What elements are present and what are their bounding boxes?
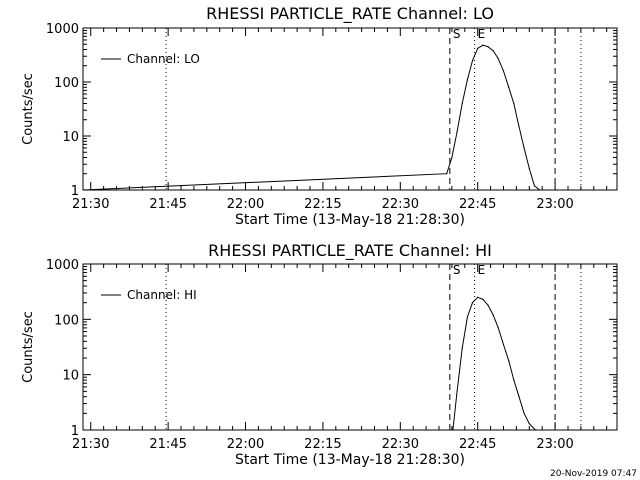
- series-point: [487, 304, 489, 306]
- series-point: [487, 46, 489, 48]
- y-tick-label: 1: [71, 184, 79, 199]
- series-point: [471, 59, 474, 62]
- series-point: [466, 79, 468, 81]
- marker-label-e: E: [478, 263, 486, 277]
- series-point: [451, 156, 453, 159]
- series-point: [456, 390, 458, 392]
- series-point: [497, 327, 499, 329]
- footer-timestamp: 20-Nov-2019 07:47: [550, 469, 637, 479]
- series-point: [513, 102, 515, 105]
- series-point: [497, 58, 499, 60]
- panel-hi: RHESSI PARTICLE_RATE Channel: HI 1 10 100 10…: [21, 241, 618, 468]
- series-point: [492, 50, 494, 52]
- y-tick-label: 10: [62, 369, 79, 384]
- series-point: [466, 316, 468, 318]
- series-point: [477, 47, 479, 49]
- plot-frame: [82, 27, 618, 191]
- series-point: [546, 189, 548, 191]
- series-point: [518, 396, 520, 398]
- series-point: [482, 298, 484, 300]
- y-axis-label: Counts/sec: [21, 311, 36, 383]
- legend-label: Channel: LO: [127, 52, 200, 66]
- chart-title: RHESSI PARTICLE_RATE Channel: HI: [208, 241, 492, 261]
- y-tick-label: 1000: [46, 22, 79, 37]
- marker-label-s: S: [453, 263, 461, 277]
- x-tick-label: 22:45: [459, 197, 496, 212]
- series-point: [477, 296, 479, 298]
- marker-label-e: E: [478, 27, 486, 41]
- series-point: [502, 70, 505, 72]
- x-tick-label: 23:00: [536, 197, 573, 212]
- x-tick-label: 21:45: [149, 437, 186, 452]
- series-point: [508, 359, 510, 362]
- series-point: [523, 147, 525, 149]
- plot-frame: [82, 263, 618, 431]
- x-tick-label: 23:00: [536, 437, 573, 452]
- x-tick-label: 21:30: [72, 437, 109, 452]
- x-tick-label: 22:00: [227, 437, 264, 452]
- y-tick-label: 100: [54, 313, 79, 328]
- x-tick-label: 22:15: [304, 437, 341, 452]
- x-tick-label: 22:15: [304, 197, 341, 212]
- series-point: [508, 86, 510, 88]
- x-tick-label: 21:45: [149, 197, 186, 212]
- series-line: [452, 296, 536, 431]
- series-point: [539, 189, 541, 191]
- series-point: [456, 131, 458, 133]
- y-tick-label: 10: [62, 130, 79, 145]
- series-point: [528, 423, 530, 425]
- series-point: [461, 347, 463, 349]
- x-tick-label: 22:30: [382, 437, 419, 452]
- series-point: [534, 429, 537, 431]
- y-tick-label: 1: [71, 424, 79, 439]
- x-axis-label: Start Time (13-May-18 21:28:30): [235, 212, 465, 228]
- series-point: [446, 173, 448, 175]
- series-point: [523, 412, 525, 414]
- series-point: [471, 302, 474, 304]
- series-point: [482, 44, 484, 46]
- marker-label-s: S: [453, 27, 461, 41]
- y-tick-label: 1000: [46, 258, 79, 273]
- series-point: [528, 167, 530, 170]
- x-tick-label: 22:00: [227, 197, 264, 212]
- series-point: [513, 379, 515, 381]
- series-point: [492, 314, 494, 316]
- x-tick-label: 22:30: [382, 197, 419, 212]
- y-tick-label: 100: [54, 76, 79, 91]
- x-tick-label: 22:45: [459, 437, 496, 452]
- chart-title: RHESSI PARTICLE_RATE Channel: LO: [206, 4, 494, 24]
- series-point: [461, 102, 463, 105]
- series-point: [452, 429, 454, 431]
- x-tick-label: 21:30: [72, 197, 109, 212]
- x-axis-label: Start Time (13-May-18 21:28:30): [235, 452, 465, 468]
- legend-label: Channel: HI: [127, 288, 197, 302]
- series-point: [518, 125, 520, 128]
- y-axis-label: Counts/sec: [21, 73, 36, 145]
- series-point: [502, 343, 505, 346]
- panel-lo: RHESSI PARTICLE_RATE Channel: LO 1 10 100 10…: [21, 4, 618, 228]
- series-point: [82, 189, 84, 191]
- series-point: [533, 185, 536, 187]
- series-line: [82, 44, 548, 191]
